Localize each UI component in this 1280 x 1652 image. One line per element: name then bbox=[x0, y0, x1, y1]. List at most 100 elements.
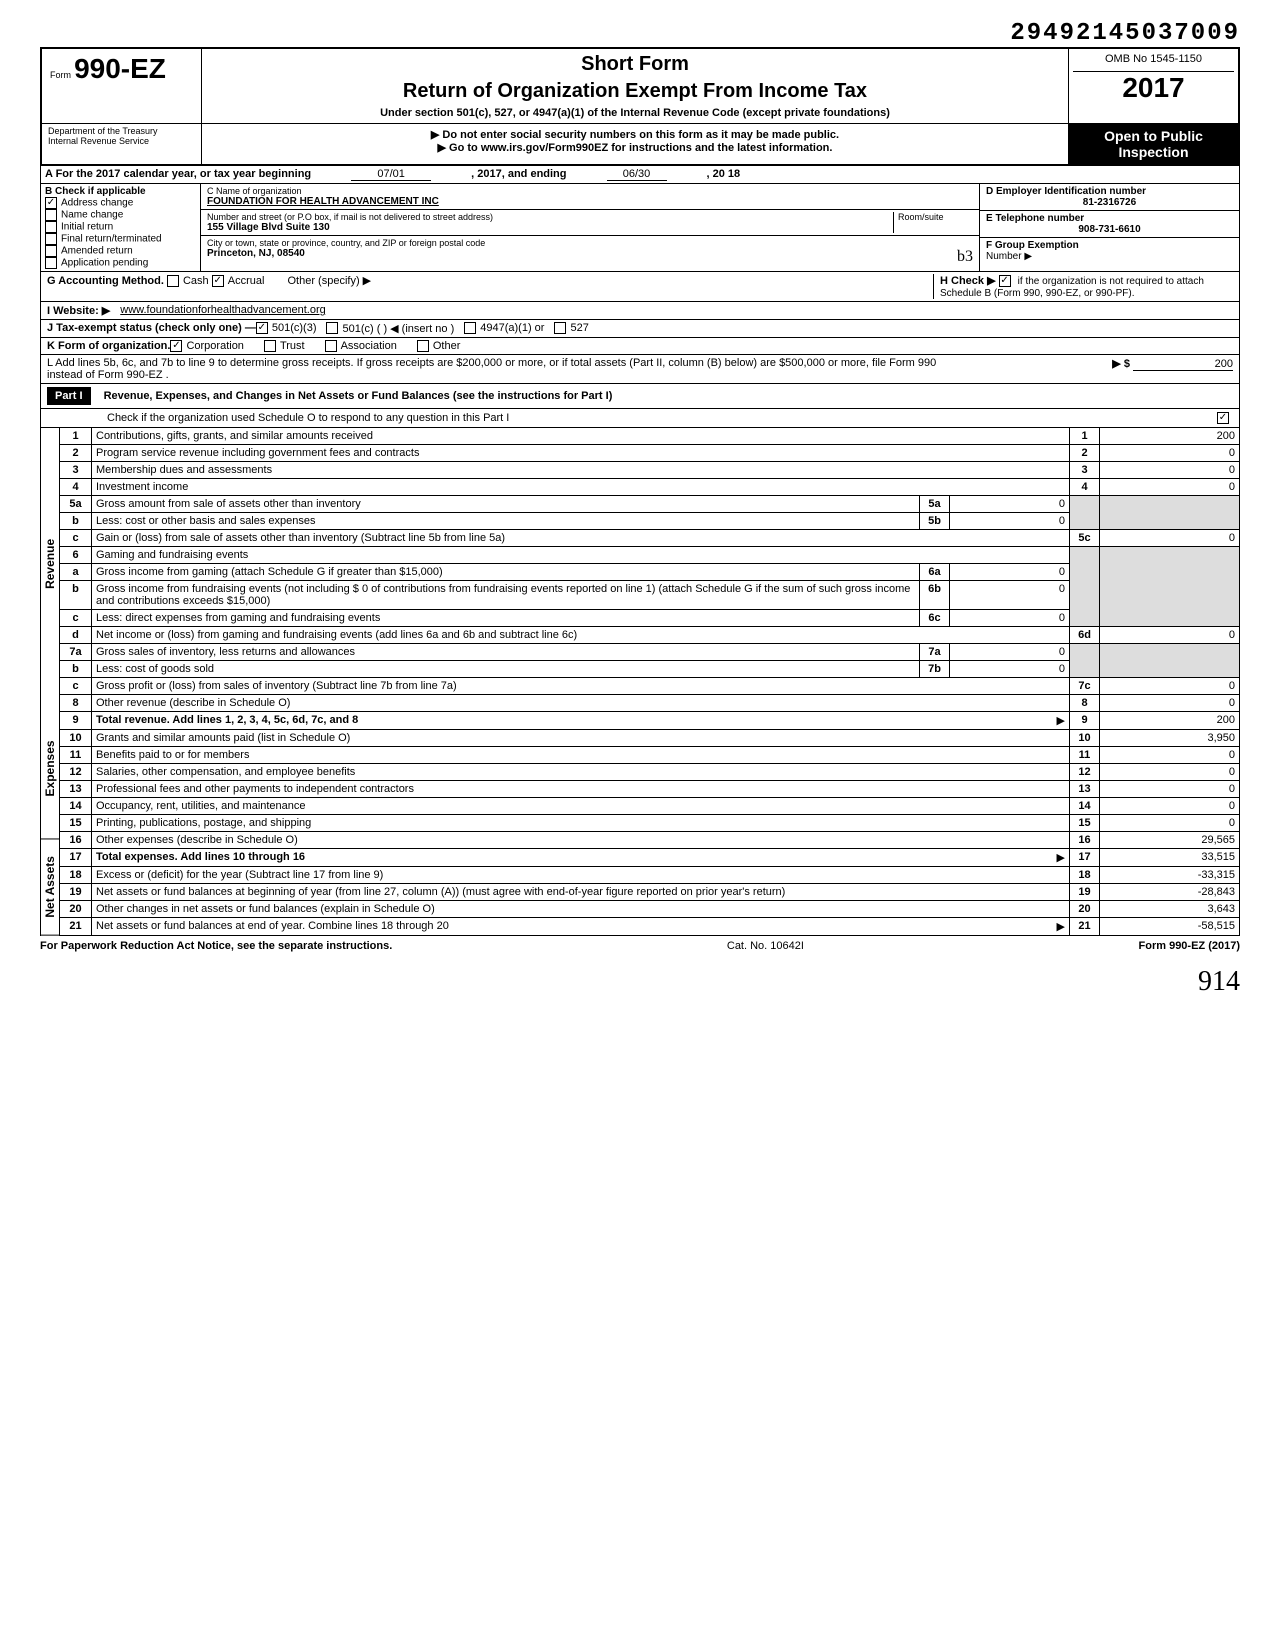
check-final-return[interactable]: Final return/terminated bbox=[45, 233, 196, 245]
row-j-label: J Tax-exempt status (check only one) — bbox=[47, 322, 256, 335]
line-14: 14Occupancy, rent, utilities, and mainte… bbox=[60, 798, 1240, 815]
handwritten-bottom: 914 bbox=[40, 966, 1240, 998]
org-addr-row: Number and street (or P.O box, if mail i… bbox=[201, 210, 979, 236]
check-address-change[interactable]: ✓Address change bbox=[45, 197, 196, 209]
row-j: J Tax-exempt status (check only one) — ✓… bbox=[40, 320, 1240, 338]
row-a-end-year: , 20 18 bbox=[707, 168, 741, 181]
check-pending[interactable]: Application pending bbox=[45, 257, 196, 269]
org-name-label: C Name of organization bbox=[207, 186, 973, 196]
form-number-box: Form 990-EZ bbox=[42, 49, 202, 123]
check-name-change[interactable]: Name change bbox=[45, 209, 196, 221]
row-a-begin: 07/01 bbox=[351, 168, 431, 181]
instructions-box: ▶ Do not enter social security numbers o… bbox=[202, 124, 1068, 164]
col-d-ein-tel: D Employer Identification number 81-2316… bbox=[979, 184, 1239, 271]
line-11: 11Benefits paid to or for members110 bbox=[60, 747, 1240, 764]
check-h[interactable]: ✓ bbox=[999, 275, 1011, 287]
row-a-prefix: A For the 2017 calendar year, or tax yea… bbox=[45, 168, 311, 181]
room-suite-label: Room/suite bbox=[893, 212, 973, 233]
check-corp[interactable]: ✓ bbox=[170, 340, 182, 352]
part-1-label: Part I bbox=[47, 387, 91, 405]
check-schedule-o[interactable]: ✓ bbox=[1217, 412, 1229, 424]
document-id-number: 29492145037009 bbox=[40, 20, 1240, 47]
line-15: 15Printing, publications, postage, and s… bbox=[60, 815, 1240, 832]
tel-label: E Telephone number bbox=[986, 213, 1233, 224]
line-9: 9Total revenue. Add lines 1, 2, 3, 4, 5c… bbox=[60, 712, 1240, 730]
form-number: 990-EZ bbox=[74, 53, 166, 84]
group-num-label: Number ▶ bbox=[986, 251, 1032, 262]
check-initial-return[interactable]: Initial return bbox=[45, 221, 196, 233]
website-value: www.foundationforhealthadvancement.org bbox=[120, 304, 325, 317]
org-name: FOUNDATION FOR HEALTH ADVANCEMENT INC bbox=[207, 196, 973, 207]
row-a-mid: , 2017, and ending bbox=[471, 168, 566, 181]
row-l: L Add lines 5b, 6c, and 7b to line 9 to … bbox=[40, 355, 1240, 384]
line-6: 6Gaming and fundraising events bbox=[60, 547, 1240, 564]
row-a-end-month: 06/30 bbox=[607, 168, 667, 181]
check-amended[interactable]: Amended return bbox=[45, 245, 196, 257]
side-expenses: Expenses bbox=[41, 699, 59, 839]
subtitle: Under section 501(c), 527, or 4947(a)(1)… bbox=[206, 107, 1064, 119]
dept-box: Department of the Treasury Internal Reve… bbox=[42, 124, 202, 164]
line-18: 18Excess or (deficit) for the year (Subt… bbox=[60, 867, 1240, 884]
row-h: H Check ▶ ✓ if the organization is not r… bbox=[933, 274, 1233, 299]
row-i-label: I Website: ▶ bbox=[47, 304, 110, 317]
omb-year-box: OMB No 1545-1150 2017 bbox=[1068, 49, 1238, 123]
check-501c[interactable] bbox=[326, 322, 338, 334]
part-1-check-text: Check if the organization used Schedule … bbox=[107, 412, 509, 424]
header-row-1: Form 990-EZ Short Form Return of Organiz… bbox=[40, 47, 1240, 123]
footer-left: For Paperwork Reduction Act Notice, see … bbox=[40, 940, 392, 952]
omb-number: OMB No 1545-1150 bbox=[1073, 53, 1234, 72]
line-6d: dNet income or (loss) from gaming and fu… bbox=[60, 627, 1240, 644]
line-21: 21Net assets or fund balances at end of … bbox=[60, 918, 1240, 936]
org-city-row: City or town, state or province, country… bbox=[201, 236, 979, 268]
handwritten-b3: b3 bbox=[957, 248, 973, 266]
check-other-org[interactable] bbox=[417, 340, 429, 352]
line-1: 1Contributions, gifts, grants, and simil… bbox=[60, 428, 1240, 445]
dept-irs: Internal Revenue Service bbox=[48, 136, 195, 146]
inspection: Inspection bbox=[1073, 144, 1234, 160]
side-revenue: Revenue bbox=[41, 428, 59, 699]
line-6a: aGross income from gaming (attach Schedu… bbox=[60, 564, 1240, 581]
line-16: 16Other expenses (describe in Schedule O… bbox=[60, 832, 1240, 849]
side-netassets: Net Assets bbox=[41, 839, 59, 936]
row-l-value: 200 bbox=[1133, 358, 1233, 371]
check-527[interactable] bbox=[554, 322, 566, 334]
header-row-2: Department of the Treasury Internal Reve… bbox=[40, 123, 1240, 166]
col-b-header: B Check if applicable bbox=[45, 186, 196, 197]
goto-link: ▶ Go to www.irs.gov/Form990EZ for instru… bbox=[206, 141, 1064, 154]
row-i: I Website: ▶ www.foundationforhealthadva… bbox=[40, 302, 1240, 320]
form-label: Form bbox=[50, 70, 71, 80]
tel-row: E Telephone number 908-731-6610 bbox=[980, 211, 1239, 238]
line-17: 17Total expenses. Add lines 10 through 1… bbox=[60, 849, 1240, 867]
org-name-row: C Name of organization FOUNDATION FOR HE… bbox=[201, 184, 979, 210]
ein-label: D Employer Identification number bbox=[986, 186, 1233, 197]
main-title: Return of Organization Exempt From Incom… bbox=[206, 80, 1064, 103]
org-addr: 155 Village Blvd Suite 130 bbox=[207, 222, 893, 233]
row-k-label: K Form of organization. bbox=[47, 340, 170, 352]
col-b-checkboxes: B Check if applicable ✓Address change Na… bbox=[41, 184, 201, 271]
line-12: 12Salaries, other compensation, and empl… bbox=[60, 764, 1240, 781]
ssn-warning: ▶ Do not enter social security numbers o… bbox=[206, 128, 1064, 141]
ein-row: D Employer Identification number 81-2316… bbox=[980, 184, 1239, 211]
check-accrual[interactable]: ✓ bbox=[212, 275, 224, 287]
ein-value: 81-2316726 bbox=[986, 197, 1233, 208]
line-2: 2Program service revenue including gover… bbox=[60, 445, 1240, 462]
open-inspection-box: Open to Public Inspection bbox=[1068, 124, 1238, 164]
check-501c3[interactable]: ✓ bbox=[256, 322, 268, 334]
tax-year: 2017 bbox=[1073, 72, 1234, 104]
group-label: F Group Exemption bbox=[986, 240, 1079, 251]
check-trust[interactable] bbox=[264, 340, 276, 352]
line-5a: 5aGross amount from sale of assets other… bbox=[60, 496, 1240, 513]
row-g: G Accounting Method. Cash ✓Accrual Other… bbox=[40, 272, 1240, 302]
part-1-title: Revenue, Expenses, and Changes in Net As… bbox=[104, 390, 613, 402]
row-g-other: Other (specify) ▶ bbox=[287, 275, 371, 287]
part-1-check-row: Check if the organization used Schedule … bbox=[40, 409, 1240, 428]
group-row: F Group Exemption Number ▶ bbox=[980, 238, 1239, 264]
line-5c: cGain or (loss) from sale of assets othe… bbox=[60, 530, 1240, 547]
org-addr-label: Number and street (or P.O box, if mail i… bbox=[207, 212, 893, 222]
open-public: Open to Public bbox=[1073, 128, 1234, 144]
check-4947[interactable] bbox=[464, 322, 476, 334]
check-cash[interactable] bbox=[167, 275, 179, 287]
check-assoc[interactable] bbox=[325, 340, 337, 352]
line-7a: 7aGross sales of inventory, less returns… bbox=[60, 644, 1240, 661]
line-13: 13Professional fees and other payments t… bbox=[60, 781, 1240, 798]
